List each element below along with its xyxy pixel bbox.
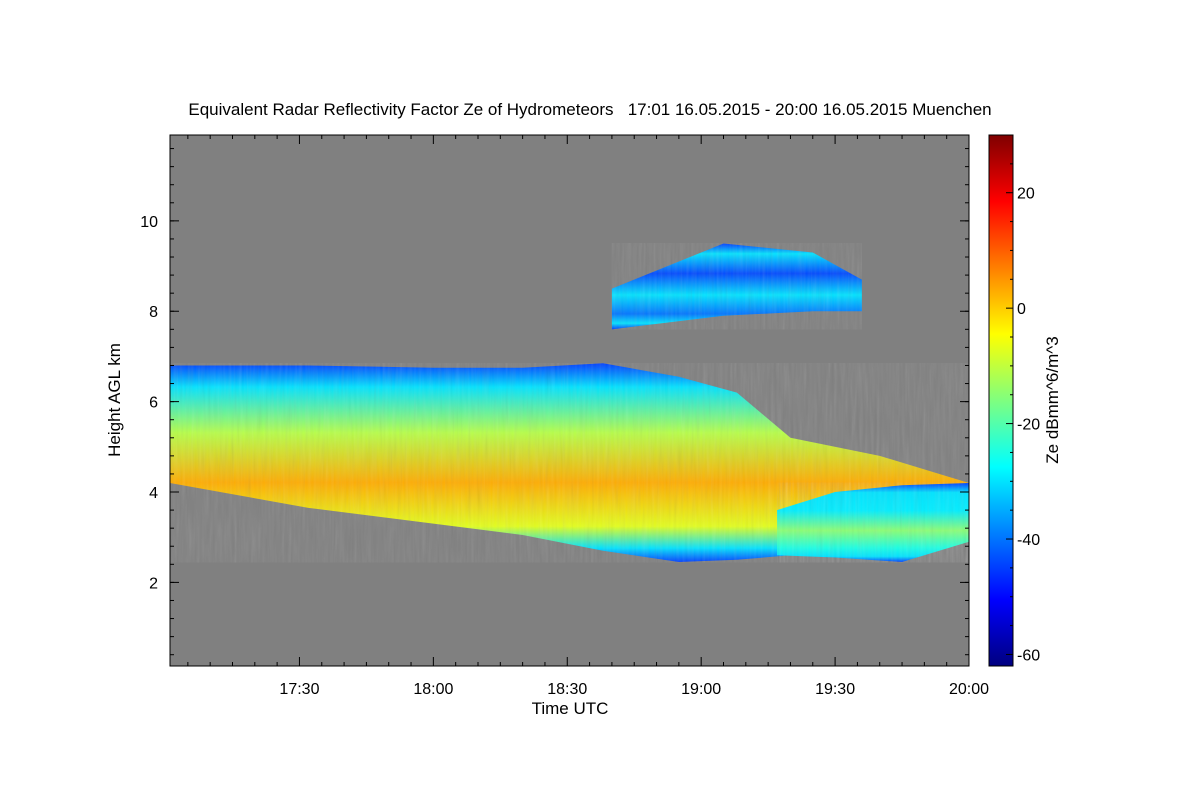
colorbar-tick-label: -40 [1017,532,1040,549]
x-tick-label: 19:00 [681,681,721,698]
colorbar-tick-label: -20 [1017,417,1040,434]
x-tick-label: 18:00 [413,681,453,698]
x-tick-label: 20:00 [949,681,989,698]
y-axis-label: Height AGL km [105,343,124,457]
upper-cloud-cells-texture [611,243,862,330]
chart-title: Equivalent Radar Reflectivity Factor Ze … [188,100,991,119]
colorbar: 20 0 -20 -40 -60 Ze dBmm^6/m^3 [988,134,1062,667]
y-tick-label: 6 [149,395,158,412]
x-tick-label: 18:30 [547,681,587,698]
colorbar-tick-label: 0 [1017,301,1026,318]
plot-frame [169,134,970,667]
lower-layer-texture [777,482,969,563]
y-tick-label: 8 [149,304,158,321]
x-tick-label: 17:30 [279,681,319,698]
y-tick-label: 2 [149,575,158,592]
plot-area: 17:30 18:00 18:30 19:00 19:30 20:00 2 4 6 8 10 [140,134,989,698]
y-tick-label: 10 [140,214,158,231]
colorbar-tick-label: -60 [1017,647,1040,664]
x-tick-label: 19:30 [815,681,855,698]
colorbar-fill [989,135,1013,666]
main-cloud-layer-texture [170,363,969,563]
y-tick-label: 4 [149,485,158,502]
colorbar-label: Ze dBmm^6/m^3 [1043,336,1062,463]
colorbar-tick-label: 20 [1017,186,1035,203]
x-axis-label: Time UTC [532,699,609,718]
colorbar-frame [988,134,1014,667]
